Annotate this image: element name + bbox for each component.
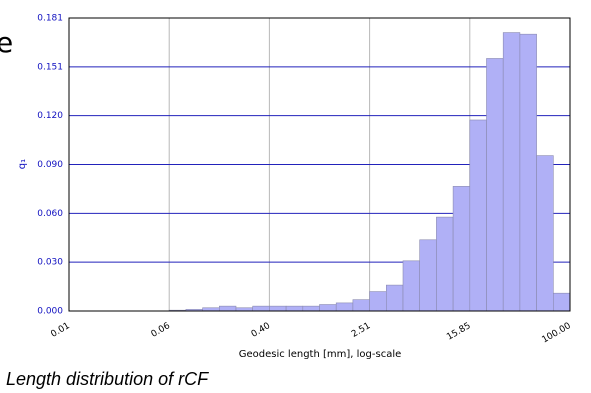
bar [369,291,387,312]
bar [419,239,437,312]
y-tick-label: 0.120 [37,111,63,121]
y-tick-label: 0.060 [37,209,63,219]
bar [469,119,487,312]
x-tick-label: 2.51 [350,321,372,340]
x-tick-label: 100.00 [540,321,573,346]
y-tick-label: 0.090 [37,160,63,170]
bar [502,32,521,312]
slide-text: e [0,26,13,59]
bar [385,284,404,312]
bar [302,305,320,312]
x-tick-label: 0.06 [150,321,173,340]
bar [452,186,471,312]
y-tick-label: 0.181 [37,14,63,24]
bar [352,299,370,312]
bar [436,216,454,312]
caption: Length distribution of rCF [6,369,209,389]
bar [335,302,354,312]
x-tick-label: 0.01 [49,321,71,340]
plot-frame [68,17,571,312]
bar [285,305,304,312]
x-tick-label: 15.85 [445,321,472,343]
bar [536,155,554,312]
bar [402,260,421,312]
x-tick-label: 0.40 [250,321,273,340]
bar [319,304,337,312]
bar [552,292,571,312]
x-axis-label: Geodesic length [mm], log-scale [239,349,402,360]
y-tick-label: 0.151 [37,62,63,72]
bar [252,305,270,312]
bar [269,305,287,312]
y-tick-label: 0.030 [37,258,63,268]
y-axis-label: q₁ [17,159,28,169]
bar [519,33,537,312]
bar [219,305,237,312]
bar [486,58,504,312]
y-tick-label: 0.000 [37,307,63,317]
